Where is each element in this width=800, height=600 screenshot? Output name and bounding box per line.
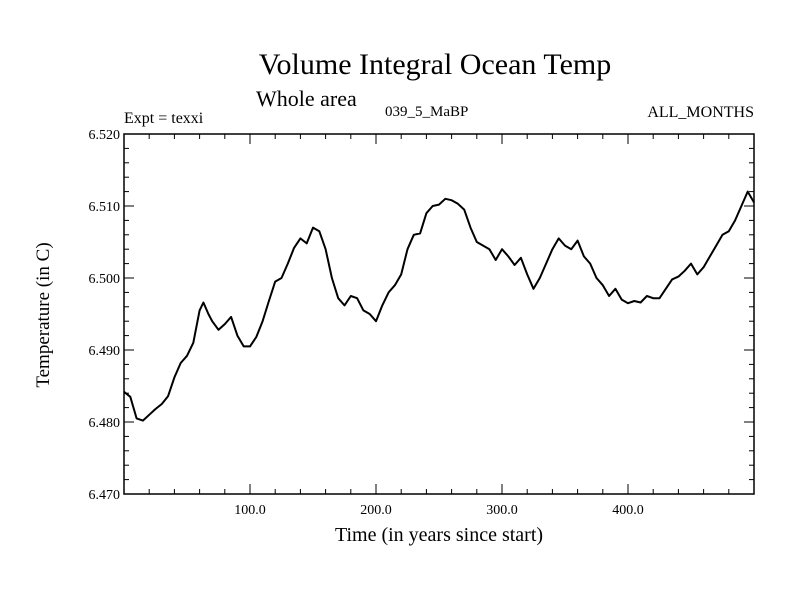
x-tick-label: 400.0 bbox=[612, 503, 644, 518]
experiment-label: Expt = texxi bbox=[124, 110, 204, 127]
y-tick-label: 6.470 bbox=[89, 488, 121, 503]
y-tick-label: 6.480 bbox=[89, 416, 121, 431]
run-label: 039_5_MaBP bbox=[385, 104, 469, 120]
temperature-series-line bbox=[123, 190, 755, 422]
y-tick-label: 6.500 bbox=[89, 272, 121, 287]
chart-title: Volume Integral Ocean Temp bbox=[258, 48, 612, 81]
y-tick-label: 6.510 bbox=[89, 200, 121, 215]
chart-subtitle: Whole area bbox=[256, 86, 357, 111]
y-axis-ticks: 6.470 6.480 6.490 6.500 6.510 6.520 bbox=[89, 128, 754, 503]
y-tick-label: 6.520 bbox=[89, 128, 121, 143]
x-axis-label: Time (in years since start) bbox=[334, 524, 544, 546]
x-tick-label: 100.0 bbox=[234, 503, 266, 518]
y-tick-label: 6.490 bbox=[89, 344, 121, 359]
period-label: ALL_MONTHS bbox=[647, 104, 754, 121]
x-axis-ticks: 100.0 200.0 300.0 400.0 bbox=[148, 134, 730, 518]
y-axis-label: Temperature (in C) bbox=[33, 242, 54, 388]
plot-frame bbox=[123, 133, 755, 495]
x-tick-label: 300.0 bbox=[486, 503, 518, 518]
x-tick-label: 200.0 bbox=[360, 503, 392, 518]
